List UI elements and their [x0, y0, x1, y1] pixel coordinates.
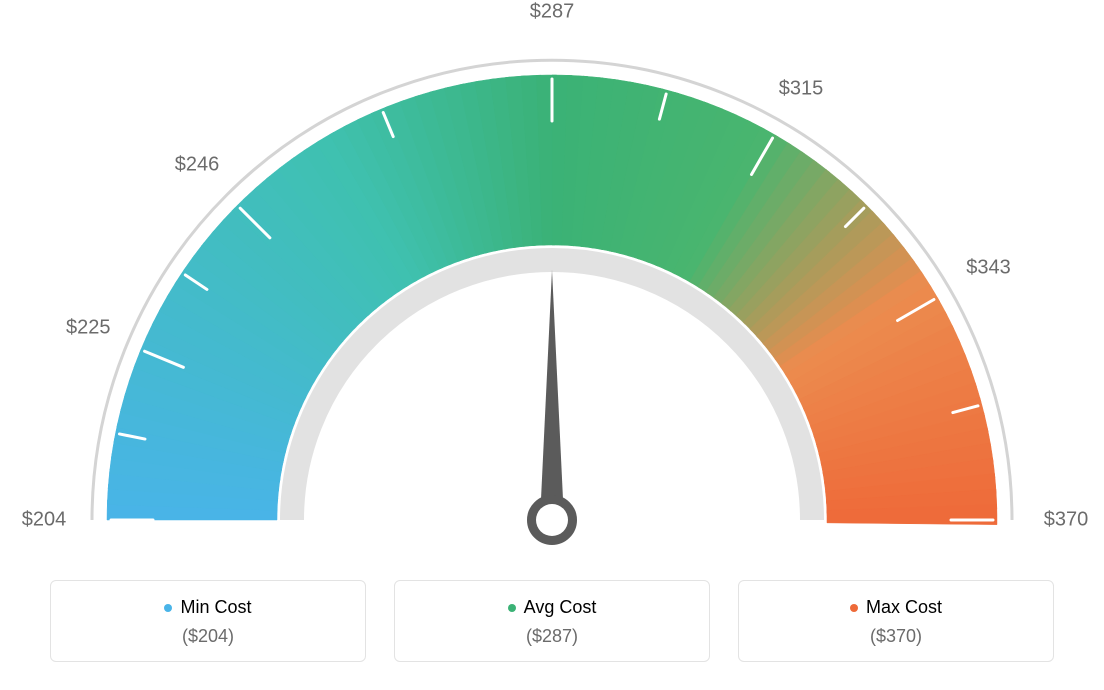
gauge-tick-label: $204 [22, 509, 67, 532]
dot-icon [164, 604, 172, 612]
dot-icon [508, 604, 516, 612]
gauge-tick-label: $246 [175, 154, 220, 177]
legend-avg-label: Avg Cost [524, 597, 597, 618]
dot-icon [850, 604, 858, 612]
legend-max-label: Max Cost [866, 597, 942, 618]
gauge-svg [0, 0, 1104, 560]
gauge-tick-label: $225 [66, 316, 111, 339]
gauge-chart: $204 $225 $246 $287 $315 $343 $370 [0, 0, 1104, 560]
legend-avg-title: Avg Cost [508, 597, 597, 618]
legend-min-value: ($204) [61, 626, 355, 647]
gauge-tick-label: $315 [779, 77, 824, 100]
legend-max: Max Cost ($370) [738, 580, 1054, 662]
legend-avg: Avg Cost ($287) [394, 580, 710, 662]
legend-max-title: Max Cost [850, 597, 942, 618]
legend-min: Min Cost ($204) [50, 580, 366, 662]
gauge-tick-label: $370 [1044, 509, 1089, 532]
legend-min-title: Min Cost [164, 597, 251, 618]
gauge-tick-label: $343 [966, 257, 1011, 280]
legend-row: Min Cost ($204) Avg Cost ($287) Max Cost… [50, 580, 1054, 662]
gauge-needle [540, 270, 564, 520]
legend-min-label: Min Cost [180, 597, 251, 618]
legend-avg-value: ($287) [405, 626, 699, 647]
gauge-tick-label: $287 [530, 1, 575, 24]
legend-max-value: ($370) [749, 626, 1043, 647]
